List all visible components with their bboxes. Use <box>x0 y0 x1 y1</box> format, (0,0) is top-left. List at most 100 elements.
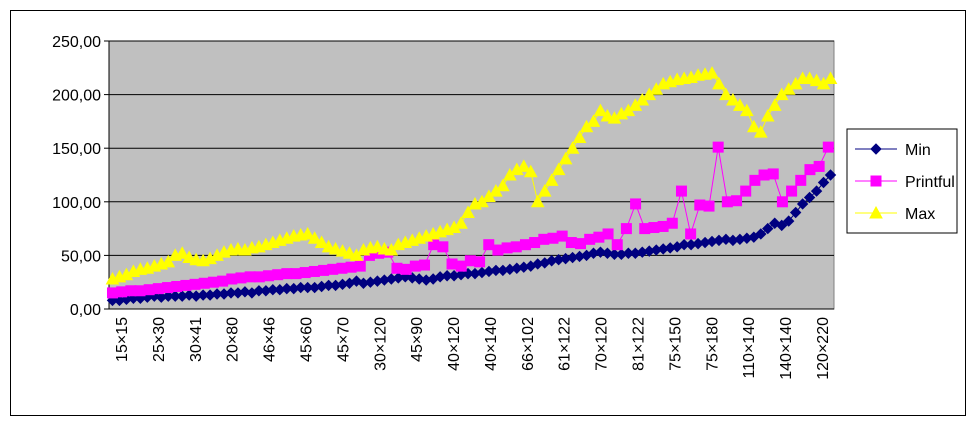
data-point-printful <box>703 200 715 212</box>
data-point-printful <box>446 258 458 270</box>
data-point-min <box>406 272 418 284</box>
data-point-printful <box>464 255 476 267</box>
data-point-printful <box>281 268 293 280</box>
data-point-max <box>496 178 510 192</box>
x-tick-label: 30×120 <box>372 317 389 371</box>
data-point-max <box>314 235 329 249</box>
data-point-printful <box>804 164 816 176</box>
data-point-printful <box>391 262 403 274</box>
data-point-printful <box>253 271 265 283</box>
data-point-max <box>551 162 566 176</box>
data-point-min <box>803 191 816 204</box>
data-point-max <box>175 246 190 259</box>
data-point-max <box>740 103 754 117</box>
data-point-printful <box>198 277 210 289</box>
data-point-printful <box>712 141 724 153</box>
data-point-printful <box>134 285 146 297</box>
y-tick-label: 50,00 <box>61 248 101 265</box>
data-point-printful <box>327 263 339 275</box>
x-tick-label: 61×122 <box>557 317 574 371</box>
data-point-printful <box>116 286 128 298</box>
legend-swatch-marker <box>869 205 883 219</box>
data-point-max <box>182 250 197 264</box>
x-tick-label: 45×90 <box>409 317 426 362</box>
data-point-printful <box>409 260 421 272</box>
x-tick-label: 75×180 <box>704 317 721 371</box>
data-point-min <box>810 185 823 197</box>
x-tick-label: 110×140 <box>741 317 758 379</box>
data-point-printful <box>675 185 687 197</box>
data-point-printful <box>262 270 274 282</box>
data-point-max <box>719 87 733 101</box>
legend-label: Printful <box>905 174 955 191</box>
data-point-min <box>720 233 732 246</box>
x-tick-label: 20×80 <box>225 317 242 362</box>
data-point-printful <box>740 185 752 197</box>
data-point-printful <box>308 265 320 277</box>
data-point-printful <box>152 283 164 295</box>
data-point-printful <box>694 199 706 211</box>
data-point-max <box>544 173 559 186</box>
y-tick-label: 150,00 <box>52 141 101 158</box>
data-point-printful <box>648 222 660 234</box>
data-point-printful <box>602 228 614 240</box>
y-tick-label: 0,00 <box>70 302 101 319</box>
data-point-min <box>601 247 614 259</box>
x-tick-label: 40×120 <box>446 317 463 371</box>
data-point-printful <box>657 220 669 232</box>
x-tick-label: 140×140 <box>778 317 795 380</box>
data-point-max <box>746 119 761 133</box>
data-point-printful <box>474 256 486 268</box>
data-point-max <box>600 108 615 122</box>
x-tick-label: 81×122 <box>631 317 648 371</box>
data-point-min <box>413 273 425 285</box>
x-tick-label: 25×30 <box>151 317 168 362</box>
data-point-printful <box>510 241 522 253</box>
data-point-printful <box>593 231 605 243</box>
data-point-max <box>523 164 538 178</box>
chart-frame: 0,00 50,00 100,00 150,00 200,00 250,00 15×15 25… <box>10 10 966 416</box>
data-point-max <box>705 66 719 79</box>
x-tick-label: 70×120 <box>594 317 611 371</box>
data-point-printful <box>584 233 596 245</box>
data-point-printful <box>786 185 798 197</box>
x-tick-label: 40×140 <box>483 317 500 371</box>
data-point-printful <box>749 174 761 186</box>
data-point-printful <box>171 280 183 292</box>
y-tick-label: 100,00 <box>52 195 101 212</box>
data-point-min <box>782 215 795 227</box>
y-tick-label: 200,00 <box>52 88 101 105</box>
data-point-max <box>726 92 740 106</box>
plot-area <box>108 40 835 310</box>
data-point-max <box>516 159 531 172</box>
data-point-max <box>454 216 468 229</box>
data-point-printful <box>437 241 449 253</box>
data-point-max <box>712 76 726 90</box>
data-point-max <box>335 244 350 257</box>
data-point-printful <box>217 275 229 287</box>
data-point-printful <box>180 279 192 291</box>
data-point-max <box>802 71 817 85</box>
x-tick-label: 66×102 <box>520 317 537 371</box>
data-point-max <box>161 254 176 268</box>
data-point-min <box>762 222 774 235</box>
data-point-printful <box>795 174 807 186</box>
data-point-printful <box>639 223 651 235</box>
data-point-min <box>796 198 809 210</box>
data-point-max <box>572 130 587 143</box>
data-point-printful <box>419 259 431 271</box>
data-point-min <box>239 286 251 298</box>
data-point-printful <box>822 141 834 153</box>
data-point-printful <box>455 260 467 272</box>
data-point-printful <box>813 160 825 172</box>
data-point-min <box>824 169 837 181</box>
data-point-printful <box>620 223 632 235</box>
data-point-max <box>328 241 343 255</box>
data-point-printful <box>575 238 587 250</box>
data-point-min <box>755 228 767 240</box>
data-point-max <box>530 194 545 208</box>
data-point-printful <box>556 230 568 242</box>
data-point-printful <box>776 196 788 208</box>
data-point-printful <box>125 285 137 297</box>
data-point-min <box>776 219 788 232</box>
